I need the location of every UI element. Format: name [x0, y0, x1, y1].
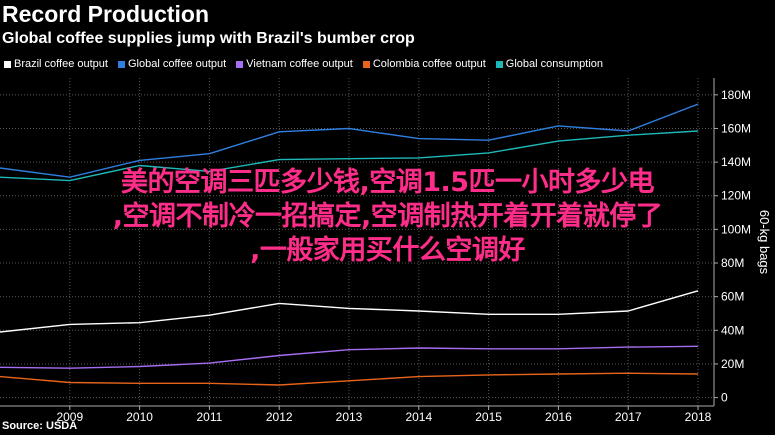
chart-title: Record Production [2, 1, 210, 27]
legend-swatch-global-output [117, 60, 125, 68]
grid-lines [0, 78, 714, 406]
source-note: Source: USDA [2, 420, 78, 432]
y-tick-label: 80M [721, 256, 744, 270]
series-line-vietnam [0, 345, 699, 369]
series-lines [0, 103, 699, 386]
legend-label-vietnam: Vietnam coffee output [246, 58, 353, 70]
legend-label-global-output: Global coffee output [127, 58, 227, 70]
y-tick-label: 60M [721, 290, 744, 304]
overlay-line-3: ,一般家用买什么空调好 [250, 235, 525, 266]
y-tick-label: 140M [721, 155, 751, 169]
legend-item-brazil: Brazil coffee output [4, 58, 108, 70]
legend-item-vietnam: Vietnam coffee output [236, 58, 353, 70]
y-tick-label: 40M [721, 323, 744, 337]
y-tick-label: 160M [721, 121, 751, 135]
legend-item-colombia: Colombia coffee output [362, 58, 486, 70]
legend-swatch-consumption [495, 60, 503, 68]
y-tick-label: 0 [721, 391, 728, 405]
axes [0, 78, 718, 410]
overlay-watermark-text: 美的空调三匹多少钱,空调1.5匹一小时多少电 ,空调不制冷一招搞定,空调制热开着… [0, 166, 775, 268]
x-tick-label: 2011 [196, 410, 222, 424]
chart-subtitle: Global coffee supplies jump with Brazil'… [2, 30, 415, 47]
series-line-brazil [0, 290, 699, 333]
x-tick-label: 2018 [685, 410, 712, 424]
x-tick-label: 2012 [266, 410, 293, 424]
y-tick-label: 120M [721, 189, 751, 203]
legend-item-global-output: Global coffee output [117, 58, 227, 70]
y-tick-label: 20M [721, 357, 744, 371]
legend-swatch-colombia [362, 60, 370, 68]
x-tick-label: 2014 [405, 410, 432, 424]
x-tick-label: 2009 [56, 410, 83, 424]
overlay-line-1: 美的空调三匹多少钱,空调1.5匹一小时多少电 [120, 167, 655, 198]
overlay-line-2: ,空调不制冷一招搞定,空调制热开着开着就停了 [112, 201, 663, 232]
x-tick-label: 2013 [336, 410, 363, 424]
legend-label-colombia: Colombia coffee output [372, 58, 486, 70]
y-tick-label: 180M [721, 88, 751, 102]
legend-label-consumption: Global consumption [505, 58, 604, 70]
x-tick-label: 2010 [126, 410, 153, 424]
legend-label-brazil: Brazil coffee output [14, 58, 108, 70]
legend-swatch-vietnam [236, 60, 244, 68]
chart-legend: Brazil coffee output Global coffee outpu… [4, 58, 603, 70]
y-tick-label: 100M [721, 222, 751, 236]
y-axis-title: 60-kg bags [757, 210, 772, 275]
series-line-consumption [0, 130, 699, 182]
series-line-colombia [0, 372, 699, 386]
x-tick-label: 2015 [475, 410, 502, 424]
x-tick-label: 2017 [615, 410, 642, 424]
series-line-global-output [0, 103, 699, 178]
legend-item-consumption: Global consumption [495, 58, 604, 70]
legend-swatch-brazil [4, 60, 11, 68]
x-tick-label: 2016 [545, 410, 572, 424]
tick-labels: 0 20M 40M 60M 80M 100M 120M 140M 160M 180M 2009 201… [56, 88, 772, 424]
